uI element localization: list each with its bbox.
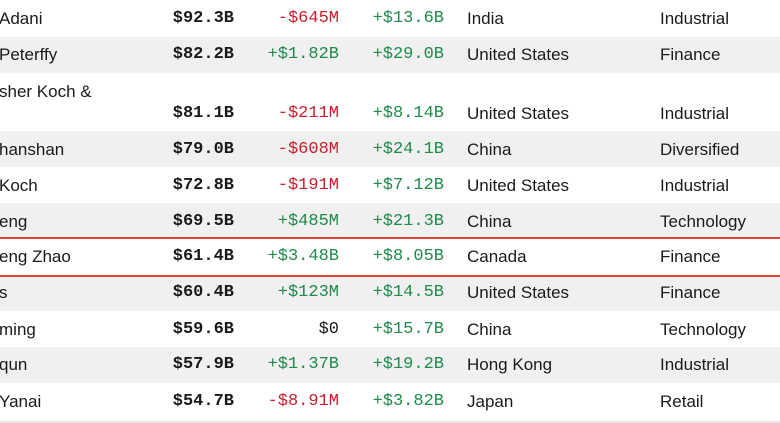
industry-cell: Technology xyxy=(660,212,747,231)
country-cell: Japan xyxy=(467,392,514,411)
table-row[interactable]: Peterffy $82.2B +$1.82B +$29.0B United S… xyxy=(0,37,780,73)
name-cell[interactable]: eng Zhao xyxy=(0,247,71,266)
table-row[interactable]: qun $57.9B +$1.37B +$19.2B Hong Kong Ind… xyxy=(0,347,780,383)
country-cell: Hong Kong xyxy=(467,355,553,374)
net-worth-cell: $61.4B xyxy=(172,247,234,266)
industry-cell: Finance xyxy=(660,283,721,302)
table-row[interactable]: Adani $92.3B -$645M +$13.6B India Indust… xyxy=(0,0,780,37)
table-row[interactable]: eng $69.5B +$485M +$21.3B China Technolo… xyxy=(0,203,780,237)
net-worth-cell: $59.6B xyxy=(172,320,234,339)
ytd-change-cell: +$3.82B xyxy=(372,392,444,411)
net-worth-cell: $60.4B xyxy=(172,283,234,302)
net-worth-cell: $57.9B xyxy=(172,355,234,374)
last-change-cell: +$1.82B xyxy=(267,45,339,64)
country-cell: China xyxy=(467,320,512,339)
last-change-cell: -$608M xyxy=(277,140,339,159)
name-cell[interactable]: Adani xyxy=(0,9,43,28)
net-worth-cell: $69.5B xyxy=(172,212,234,231)
last-change-cell: -$191M xyxy=(277,176,339,195)
net-worth-cell: $82.2B xyxy=(172,45,234,64)
name-cell[interactable]: qun xyxy=(0,355,28,374)
last-change-cell: +$1.37B xyxy=(267,355,339,374)
country-cell: United States xyxy=(467,45,570,64)
net-worth-cell: $92.3B xyxy=(172,9,234,28)
country-cell: United States xyxy=(467,283,570,302)
country-cell: United States xyxy=(467,104,570,123)
country-cell: China xyxy=(467,140,512,159)
table-row[interactable]: Koch $72.8B -$191M +$7.12B United States… xyxy=(0,167,780,203)
last-change-cell: +$3.48B xyxy=(267,247,339,266)
last-change-cell: -$8.91M xyxy=(267,392,339,411)
country-cell: India xyxy=(467,9,504,28)
table-row-highlighted[interactable]: eng Zhao $61.4B +$3.48B +$8.05B Canada F… xyxy=(0,237,780,277)
country-cell: United States xyxy=(467,176,570,195)
last-change-cell: -$645M xyxy=(277,9,339,28)
ytd-change-cell: +$8.05B xyxy=(372,247,444,266)
net-worth-cell: $72.8B xyxy=(172,176,234,195)
name-cell[interactable]: Koch xyxy=(0,176,38,195)
name-cell[interactable]: hanshan xyxy=(0,140,65,159)
ytd-change-cell: +$19.2B xyxy=(372,355,444,374)
industry-cell: Industrial xyxy=(660,355,729,374)
industry-cell: Diversified xyxy=(660,140,740,159)
country-cell: Canada xyxy=(467,247,527,266)
table-bottom-divider xyxy=(0,421,780,423)
table-row[interactable]: hanshan $79.0B -$608M +$24.1B China Dive… xyxy=(0,131,780,167)
ytd-change-cell: +$13.6B xyxy=(372,9,444,28)
name-cell[interactable]: Peterffy xyxy=(0,45,58,64)
table-row[interactable]: s $60.4B +$123M +$14.5B United States Fi… xyxy=(0,277,780,311)
ytd-change-cell: +$8.14B xyxy=(372,104,444,123)
ytd-change-cell: +$24.1B xyxy=(372,140,444,159)
last-change-cell: +$123M xyxy=(277,283,339,302)
last-change-cell: $0 xyxy=(318,320,339,339)
net-worth-cell: $54.7B xyxy=(172,392,234,411)
ytd-change-cell: +$7.12B xyxy=(372,176,444,195)
ytd-change-cell: +$29.0B xyxy=(372,45,444,64)
last-change-cell: +$485M xyxy=(277,212,339,231)
name-cell[interactable]: eng xyxy=(0,212,28,231)
country-cell: China xyxy=(467,212,512,231)
ytd-change-cell: +$15.7B xyxy=(372,320,444,339)
industry-cell: Retail xyxy=(660,392,704,411)
industry-cell: Finance xyxy=(660,45,721,64)
name-cell[interactable]: ming xyxy=(0,320,36,339)
name-cell[interactable]: Yanai xyxy=(0,392,42,411)
industry-cell: Industrial xyxy=(660,176,729,195)
table-row[interactable]: ming $59.6B $0 +$15.7B China Technology xyxy=(0,311,780,347)
name-cell[interactable]: s xyxy=(0,283,8,302)
industry-cell: Industrial xyxy=(660,9,729,28)
table-row[interactable]: Yanai $54.7B -$8.91M +$3.82B Japan Retai… xyxy=(0,383,780,421)
name-cell[interactable]: sher Koch & xyxy=(0,82,92,101)
net-worth-cell: $81.1B xyxy=(172,104,234,123)
ytd-change-cell: +$21.3B xyxy=(372,212,444,231)
industry-cell: Industrial xyxy=(660,104,729,123)
ytd-change-cell: +$14.5B xyxy=(372,283,444,302)
net-worth-cell: $79.0B xyxy=(172,140,234,159)
industry-cell: Finance xyxy=(660,247,721,266)
last-change-cell: -$211M xyxy=(277,104,339,123)
industry-cell: Technology xyxy=(660,320,747,339)
table-row[interactable]: sher Koch & $81.1B -$211M +$8.14B United… xyxy=(0,73,780,131)
